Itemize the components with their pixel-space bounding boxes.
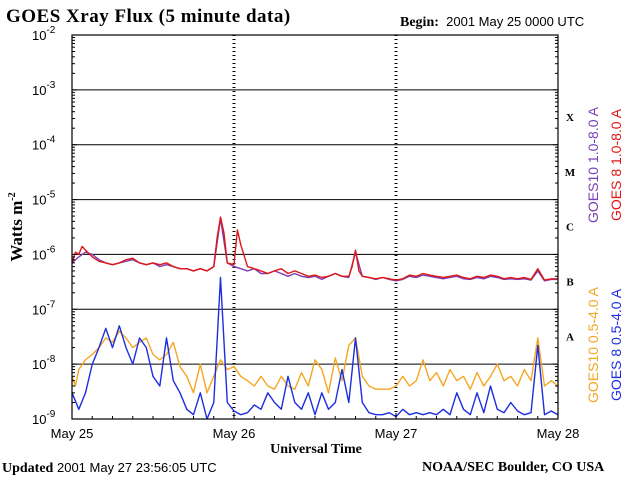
series-line-2 bbox=[71, 217, 558, 282]
flare-class-c: C bbox=[566, 222, 574, 234]
updated-value: 2001 May 27 23:56:05 UTC bbox=[56, 460, 217, 475]
y-tick-label-3: 10-5 bbox=[32, 190, 56, 208]
x-tick-label-0: May 25 bbox=[51, 426, 94, 441]
y-tick-label-4: 10-6 bbox=[32, 244, 56, 262]
credit-line: NOAA/SEC Boulder, CO USA bbox=[422, 460, 605, 475]
x-axis: May 25 May 26 May 27 May 28 bbox=[51, 413, 580, 441]
x-tick-label-2: May 27 bbox=[375, 426, 418, 441]
legend-entry-0: GOES10 0.5-4.0 A bbox=[585, 286, 601, 403]
begin-timestamp: Begin: 2001 May 25 0000 UTC bbox=[400, 14, 584, 31]
series-group bbox=[71, 216, 559, 420]
updated-label: Updated bbox=[2, 461, 54, 476]
flare-class-a: A bbox=[566, 331, 574, 343]
x-tick-label-1: May 26 bbox=[213, 426, 256, 441]
flare-class-labels: X M C B A bbox=[565, 112, 576, 343]
begin-value: 2001 May 25 0000 UTC bbox=[446, 14, 585, 29]
day-separator-ticks bbox=[232, 35, 398, 419]
legend: GOES10 0.5-4.0 A GOES 8 0.5-4.0 A GOES10 1… bbox=[585, 106, 624, 403]
y-tick-label-5: 10-7 bbox=[32, 299, 56, 317]
y-tick-label-1: 10-3 bbox=[32, 80, 56, 98]
y-axis-label-main: Watts m bbox=[7, 201, 26, 262]
begin-label: Begin: bbox=[400, 15, 439, 30]
legend-entry-1: GOES 8 0.5-4.0 A bbox=[608, 288, 624, 401]
legend-entry-2: GOES10 1.0-8.0 A bbox=[585, 106, 601, 223]
y-tick-label-6: 10-8 bbox=[32, 354, 56, 372]
updated-timestamp: Updated 2001 May 27 23:56:05 UTC bbox=[2, 460, 217, 477]
y-tick-label-7: 10-9 bbox=[32, 409, 56, 427]
flare-class-m: M bbox=[565, 167, 576, 179]
legend-entry-3: GOES 8 1.0-8.0 A bbox=[608, 108, 624, 221]
x-tick-label-3: May 28 bbox=[537, 426, 580, 441]
y-tick-label-0: 10-2 bbox=[32, 25, 56, 43]
series-line-0 bbox=[71, 330, 559, 394]
y-axis-label-exp: -2 bbox=[7, 192, 18, 200]
x-axis-label: Universal Time bbox=[270, 442, 362, 457]
y-axis: 10-2 10-3 10-4 10-5 10-6 10-7 10-8 10-9 bbox=[32, 25, 558, 427]
flare-class-b: B bbox=[566, 277, 574, 289]
series-line-3 bbox=[71, 216, 558, 281]
series-line-1 bbox=[71, 276, 559, 420]
chart-title: GOES Xray Flux (5 minute data) bbox=[6, 6, 291, 27]
y-tick-label-2: 10-4 bbox=[32, 135, 56, 153]
flare-class-x: X bbox=[566, 112, 574, 124]
y-axis-label: Watts m-2 bbox=[7, 192, 26, 261]
